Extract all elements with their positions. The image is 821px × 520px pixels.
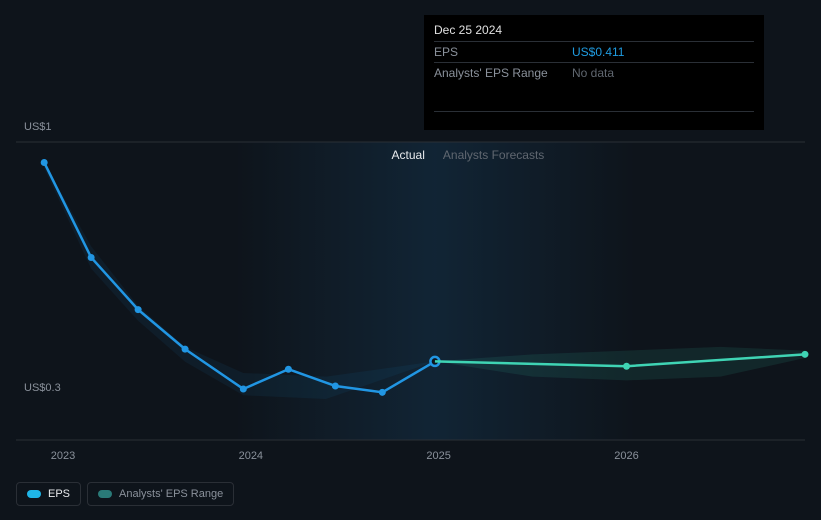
y-tick-label: US$1 [24, 121, 52, 133]
chart-legend: EPS Analysts' EPS Range [16, 482, 234, 506]
legend-item[interactable]: EPS [16, 482, 81, 506]
eps-marker[interactable] [285, 366, 292, 373]
legend-label: EPS [48, 488, 70, 500]
eps-marker[interactable] [240, 385, 247, 392]
eps-marker[interactable] [332, 382, 339, 389]
tooltip-value-range: No data [572, 66, 614, 80]
x-tick-label: 2023 [51, 450, 75, 462]
legend-item[interactable]: Analysts' EPS Range [87, 482, 234, 506]
y-tick-label: US$0.3 [24, 382, 61, 394]
region-label-actual: Actual [325, 148, 425, 162]
tooltip-value-eps: US$0.411 [572, 45, 624, 59]
legend-swatch [27, 490, 41, 498]
eps-marker[interactable] [88, 254, 95, 261]
tooltip-row-eps: EPS US$0.411 [434, 41, 754, 62]
eps-marker[interactable] [182, 346, 189, 353]
x-tick-label: 2024 [239, 450, 263, 462]
tooltip-label-range: Analysts' EPS Range [434, 66, 572, 80]
legend-swatch [98, 490, 112, 498]
tooltip-date: Dec 25 2024 [434, 23, 754, 41]
legend-label: Analysts' EPS Range [119, 488, 223, 500]
chart-tooltip: Dec 25 2024 EPS US$0.411 Analysts' EPS R… [424, 15, 764, 130]
region-label-forecast: Analysts Forecasts [443, 148, 544, 162]
eps-marker[interactable] [41, 159, 48, 166]
tooltip-row-range: Analysts' EPS Range No data [434, 62, 754, 83]
eps-chart: US$1 US$0.3 2023 2024 2025 2026 Dec 25 2024 E… [0, 0, 821, 520]
eps-marker[interactable] [135, 306, 142, 313]
forecast-marker[interactable] [623, 363, 630, 370]
x-tick-label: 2025 [426, 450, 450, 462]
tooltip-label-eps: EPS [434, 45, 572, 59]
forecast-marker[interactable] [802, 351, 809, 358]
eps-marker[interactable] [379, 389, 386, 396]
x-tick-label: 2026 [614, 450, 638, 462]
tooltip-divider [434, 111, 754, 112]
